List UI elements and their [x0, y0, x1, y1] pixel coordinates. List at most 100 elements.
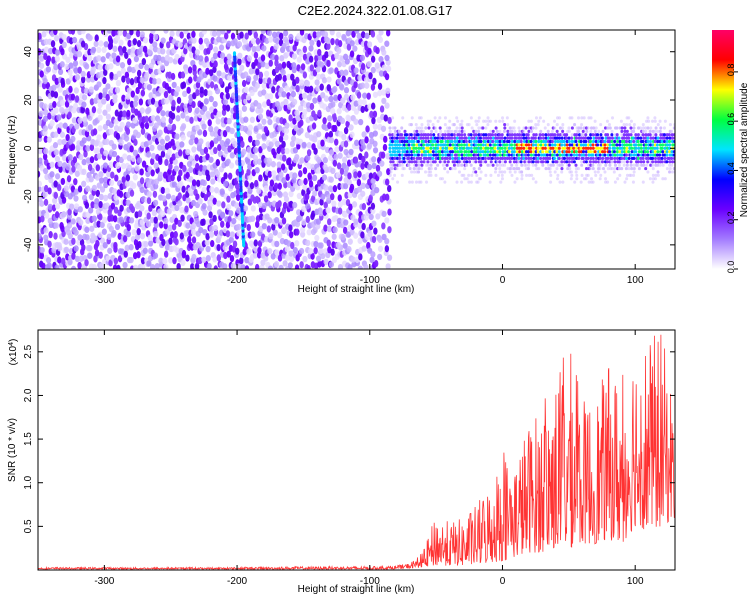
heatmap-cell — [384, 54, 390, 62]
heatmap-band-cell — [615, 133, 619, 137]
heatmap-band-cell — [507, 139, 511, 144]
heatmap-band-cell — [558, 126, 562, 130]
heatmap-band-cell — [451, 156, 455, 161]
heatmap-band-cell — [398, 156, 402, 161]
heatmap-cell — [97, 101, 103, 109]
heatmap-band-cell — [670, 150, 674, 154]
heatmap-cell — [73, 67, 79, 74]
heatmap-band-cell — [572, 156, 576, 161]
heatmap-band-cell — [424, 150, 428, 154]
heatmap-cell — [328, 95, 334, 103]
heatmap-cell — [298, 170, 303, 178]
heatmap-cell — [378, 30, 384, 36]
heatmap-band-cell — [482, 136, 486, 140]
heatmap-cell — [272, 229, 278, 236]
heatmap-cell — [299, 261, 304, 269]
heatmap-band-cell — [498, 160, 502, 164]
heatmap-band-cell — [660, 156, 664, 161]
heatmap-band-cell — [507, 150, 511, 154]
heatmap-band-cell — [519, 136, 523, 140]
heatmap-cell — [208, 43, 213, 51]
heatmap-cell — [358, 118, 364, 126]
heatmap-band-cell — [388, 143, 392, 147]
heatmap-cell — [112, 215, 118, 223]
heatmap-band-cell — [440, 139, 444, 144]
heatmap-cell — [153, 230, 159, 238]
heatmap-band-cell — [482, 133, 486, 137]
heatmap-band-cell — [424, 156, 428, 161]
heatmap-cell — [113, 241, 118, 250]
heatmap-band-cell — [417, 166, 421, 171]
heatmap-band-cell — [426, 123, 430, 127]
heatmap-band-cell — [654, 156, 658, 161]
heatmap-band-cell — [465, 163, 469, 167]
heatmap-band-cell — [517, 143, 521, 147]
heatmap-cell — [337, 152, 343, 159]
heatmap-cell — [140, 127, 146, 135]
heatmap-band-cell — [646, 136, 650, 140]
heatmap-band-cell — [505, 116, 509, 120]
heatmap-band-cell — [534, 153, 538, 157]
heatmap-band-cell — [555, 123, 559, 127]
heatmap-band-cell — [625, 173, 629, 177]
heatmap-cell — [201, 256, 207, 264]
heatmap-cell — [194, 124, 200, 132]
heatmap-cell — [119, 204, 124, 212]
heatmap-cell — [160, 150, 166, 158]
heatmap-band-cell — [544, 166, 548, 171]
heatmap-band-cell — [467, 173, 471, 177]
heatmap-band-cell — [486, 123, 490, 127]
heatmap-band-cell — [584, 160, 588, 164]
heatmap-cell — [71, 252, 76, 260]
heatmap-cell — [74, 170, 80, 177]
heatmap-cell — [377, 236, 383, 243]
heatmap-band-cell — [513, 133, 517, 137]
heatmap-band-cell — [431, 139, 435, 144]
heatmap-cell — [167, 71, 172, 79]
heatmap-cell — [333, 153, 339, 161]
heatmap-cell — [54, 49, 61, 56]
heatmap-cell — [358, 253, 363, 261]
heatmap-cell — [109, 214, 115, 222]
heatmap-cell — [182, 90, 188, 98]
heatmap-cell — [326, 59, 331, 68]
heatmap-band-cell — [474, 129, 478, 133]
heatmap-cell — [113, 206, 119, 214]
heatmap-band-cell — [665, 166, 669, 171]
heatmap-cell — [141, 160, 147, 168]
heatmap-cell — [170, 72, 176, 81]
heatmap-band-cell — [534, 139, 538, 144]
heatmap-cell — [353, 67, 359, 74]
heatmap-band-cell — [584, 133, 588, 137]
heatmap-band-cell — [568, 156, 572, 161]
heatmap-band-cell — [618, 146, 622, 150]
heatmap-cell — [344, 191, 349, 199]
heatmap-band-cell — [672, 156, 675, 161]
heatmap-cell — [64, 100, 70, 108]
heatmap-band-cell — [479, 146, 483, 150]
heatmap-band-cell — [529, 129, 533, 133]
heatmap-cell — [183, 47, 188, 55]
heatmap-cell — [165, 193, 172, 200]
heatmap-band-cell — [561, 126, 565, 130]
heatmap-band-cell — [656, 129, 660, 133]
heatmap-band-cell — [553, 119, 557, 123]
heatmap-cell — [210, 178, 216, 185]
heatmap-band-cell — [529, 153, 533, 157]
heatmap-band-cell — [589, 146, 593, 150]
heatmap-band-cell — [541, 150, 545, 154]
heatmap-band-cell — [527, 156, 531, 161]
heatmap-cell — [361, 245, 367, 252]
heatmap-cell — [212, 65, 217, 74]
heatmap-band-cell — [505, 156, 509, 161]
heatmap-cell — [129, 100, 135, 108]
heatmap-cell — [209, 81, 215, 89]
heatmap-band-cell — [603, 146, 607, 150]
heatmap-cell — [125, 121, 132, 128]
heatmap-cell — [71, 165, 76, 173]
heatmap-band-cell — [486, 156, 490, 161]
heatmap-band-cell — [538, 133, 542, 137]
heatmap-cell — [73, 178, 78, 186]
heatmap-cell — [248, 135, 253, 143]
x-tick-label: 0 — [500, 576, 506, 587]
